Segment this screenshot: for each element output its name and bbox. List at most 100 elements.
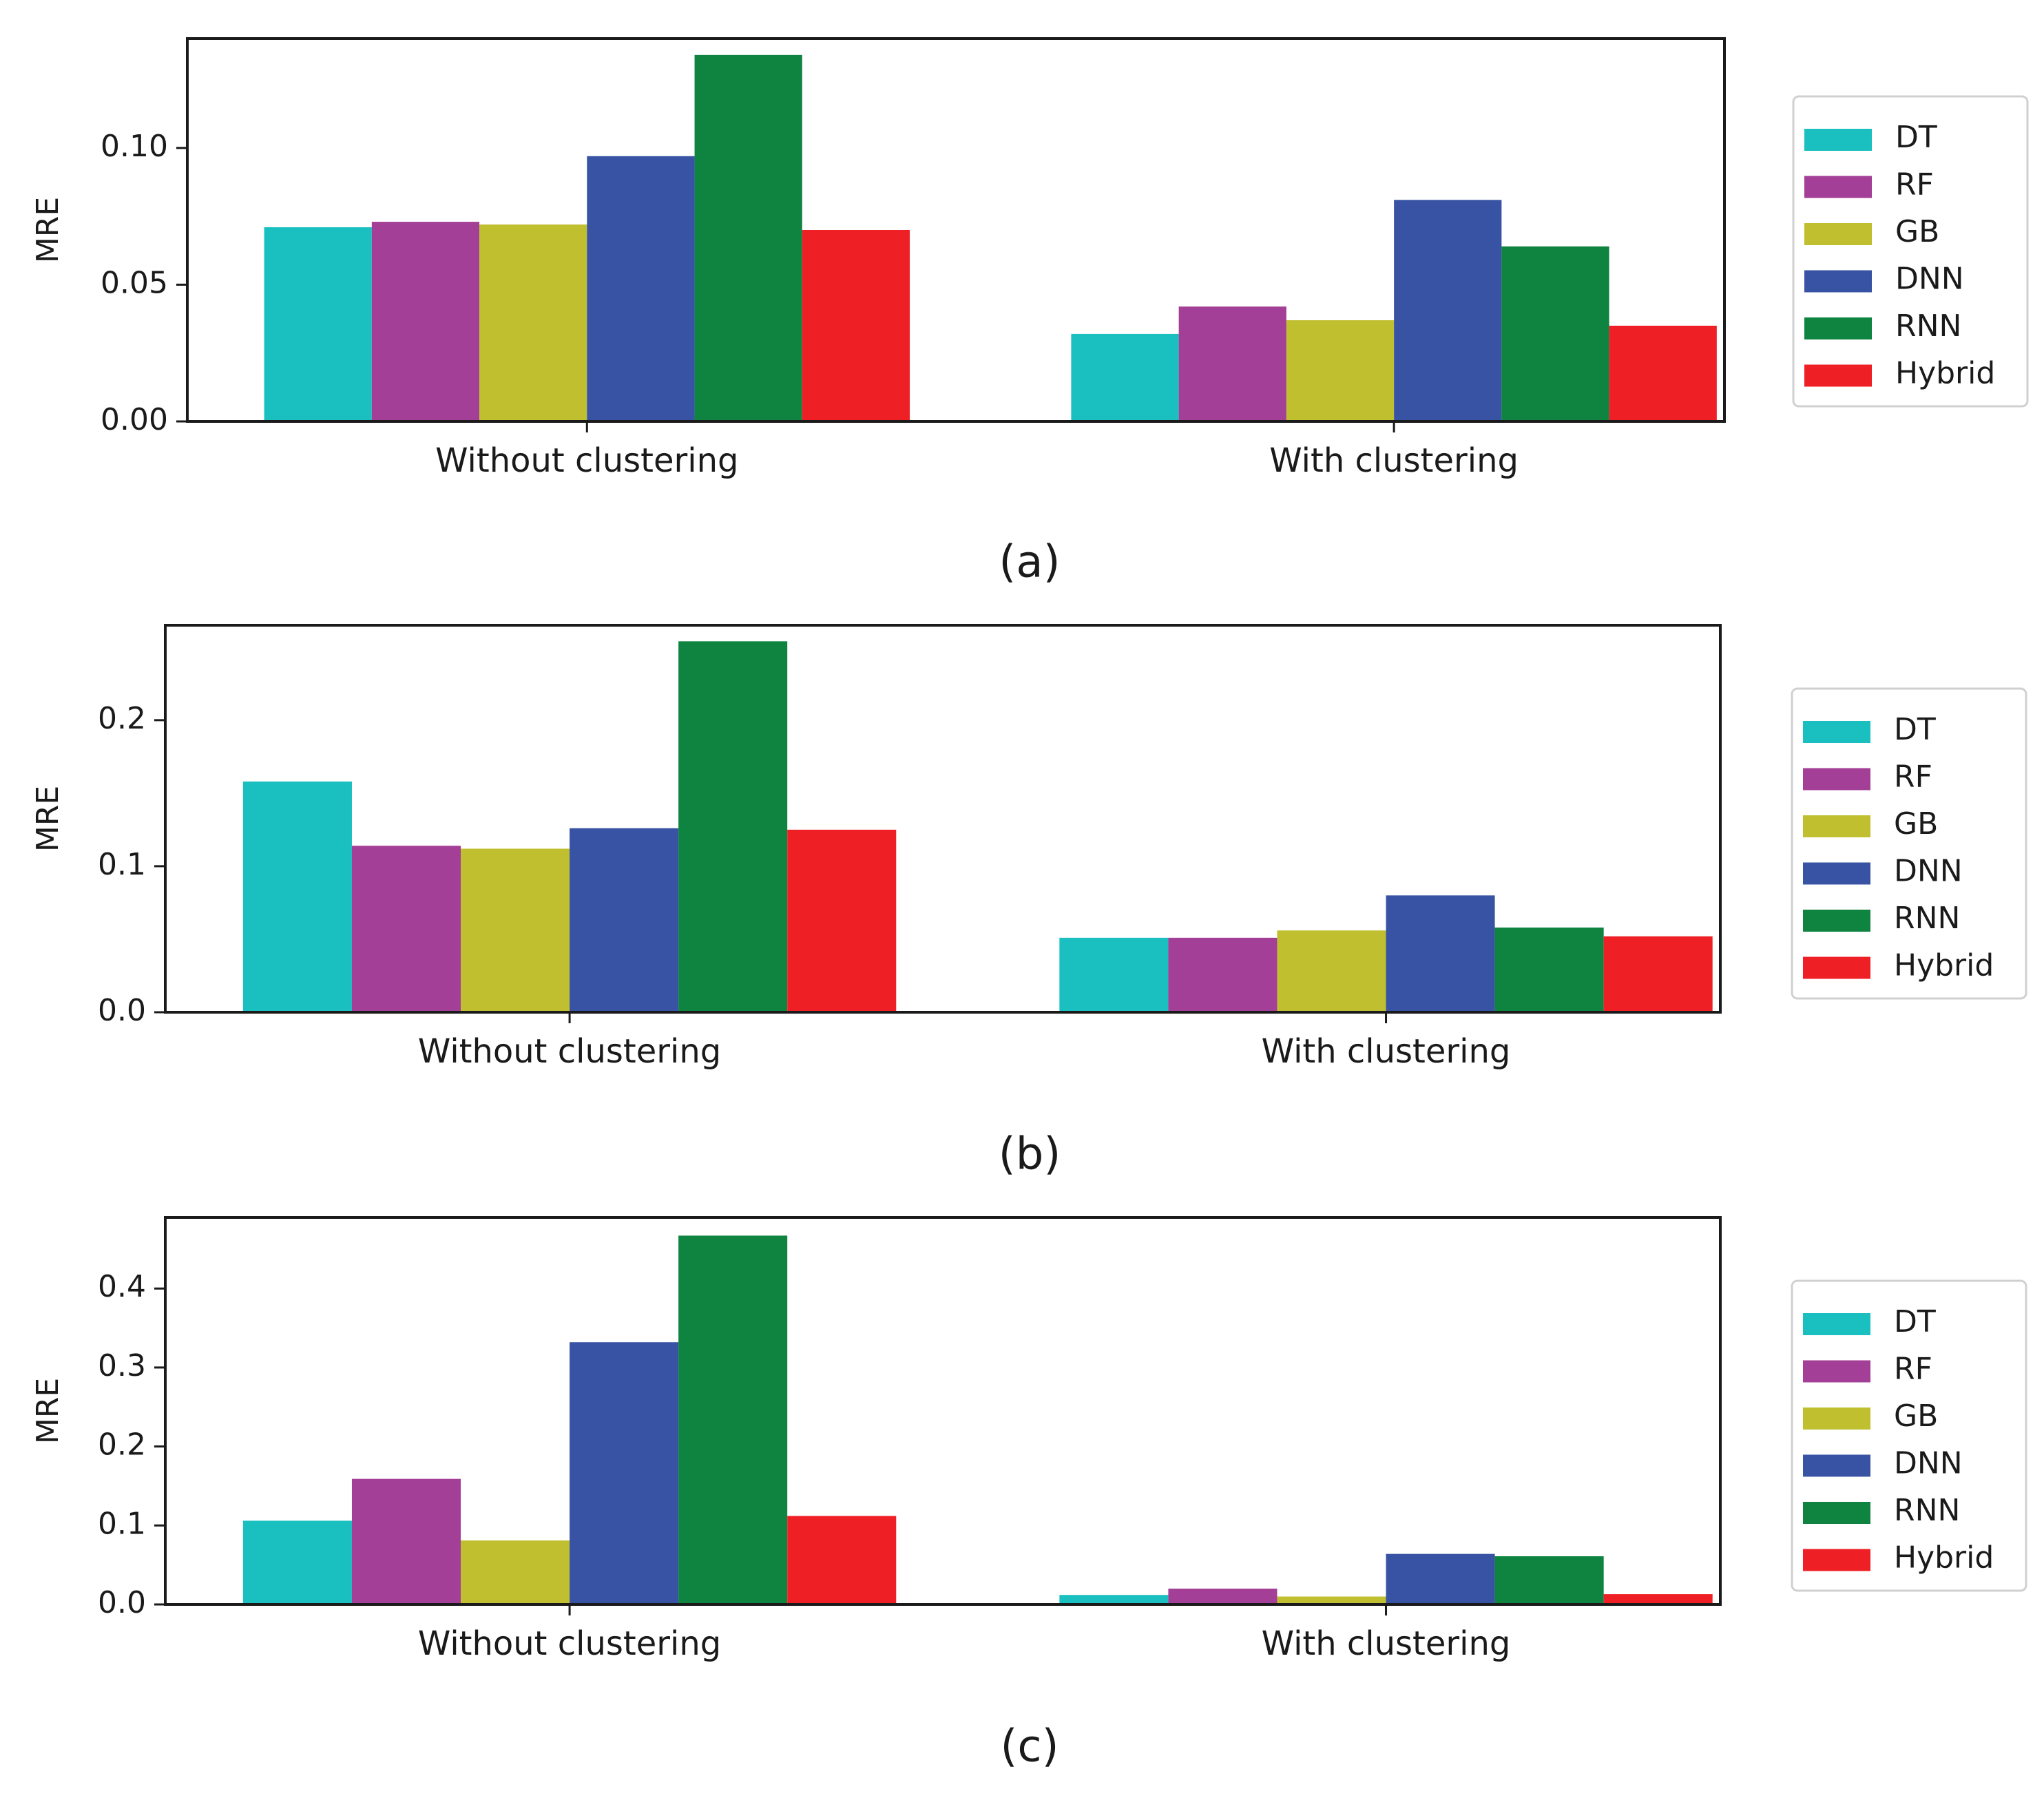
bar-gb-with-clustering	[1277, 1596, 1386, 1604]
bar-gb-with-clustering	[1277, 930, 1386, 1012]
bar-hybrid-with-clustering	[1603, 1594, 1713, 1604]
chart-panel-1: Without clustering With clustering 0.00 0.0…	[30, 37, 2029, 588]
bar-rnn-with-clustering	[1501, 246, 1609, 421]
legend: DT RF GB DNN RNN Hybrid	[1792, 95, 2029, 408]
legend-swatch-hybrid	[1804, 364, 1872, 387]
y-axis-label: MRE	[30, 1378, 65, 1444]
legend-label-rf: RF	[1895, 167, 1934, 202]
bar-dt-without-clustering	[264, 227, 372, 421]
legend-label-rf: RF	[1894, 1352, 1932, 1387]
legend-label-dt: DT	[1895, 120, 1937, 155]
legend-swatch-rf	[1803, 1360, 1870, 1383]
plot-frame	[164, 624, 1722, 1014]
bar-gb-with-clustering	[1286, 320, 1395, 421]
bar-gb-without-clustering	[461, 848, 570, 1012]
x-category-label: With clustering	[1269, 441, 1519, 480]
bar-gb-without-clustering	[461, 1540, 570, 1604]
bar-gb-without-clustering	[479, 224, 587, 421]
legend-label-rf: RF	[1894, 760, 1932, 795]
bar-rf-without-clustering	[351, 846, 461, 1012]
legend-swatch-dt	[1803, 721, 1870, 743]
bar-rnn-without-clustering	[678, 641, 788, 1012]
y-tick-label: 0.1	[98, 1506, 146, 1541]
plot-frame	[164, 1216, 1722, 1606]
y-axis-label: MRE	[30, 197, 65, 263]
legend-label-hybrid: Hybrid	[1895, 356, 1995, 391]
bar-hybrid-with-clustering	[1603, 936, 1713, 1012]
legend-swatch-dnn	[1804, 270, 1872, 293]
legend-label-gb: GB	[1894, 806, 1938, 841]
legend-swatch-rf	[1804, 176, 1872, 198]
y-tick-label: 0.00	[101, 402, 168, 437]
bar-rf-with-clustering	[1168, 937, 1278, 1012]
bar-rf-without-clustering	[371, 222, 480, 421]
panel-caption: (c)	[1000, 1721, 1058, 1772]
bar-rf-with-clustering	[1178, 306, 1286, 421]
legend-label-dt: DT	[1894, 712, 1936, 747]
bar-dnn-with-clustering	[1386, 895, 1495, 1012]
y-axis-label: MRE	[30, 786, 65, 852]
legend-label-dnn: DNN	[1895, 262, 1964, 297]
y-tick-label: 0.2	[98, 701, 146, 736]
bar-rnn-with-clustering	[1494, 928, 1604, 1012]
legend-swatch-dt	[1803, 1313, 1870, 1335]
legend-swatch-rnn	[1804, 317, 1872, 339]
chart-panel-3: Without clustering With clustering 0.0 0.1 0…	[30, 1216, 2027, 1772]
x-category-label: Without clustering	[435, 441, 738, 480]
legend-label-rnn: RNN	[1894, 901, 1960, 936]
bar-dnn-with-clustering	[1386, 1553, 1495, 1604]
legend-swatch-rnn	[1803, 910, 1870, 932]
bar-hybrid-without-clustering	[802, 230, 910, 421]
bar-dt-with-clustering	[1059, 1595, 1169, 1604]
legend-swatch-gb	[1803, 1407, 1870, 1430]
y-tick-label: 0.10	[101, 129, 168, 164]
bar-dnn-with-clustering	[1394, 200, 1502, 421]
legend-swatch-gb	[1804, 223, 1872, 245]
bar-rf-with-clustering	[1168, 1589, 1278, 1604]
y-tick-label: 0.0	[98, 993, 146, 1028]
legend-label-dt: DT	[1894, 1304, 1936, 1339]
legend-swatch-rnn	[1803, 1502, 1870, 1524]
legend-label-hybrid: Hybrid	[1894, 1540, 1994, 1576]
x-category-label: With clustering	[1262, 1032, 1511, 1071]
bar-dt-with-clustering	[1071, 333, 1179, 421]
legend-label-hybrid: Hybrid	[1894, 948, 1994, 983]
legend-label-rnn: RNN	[1895, 308, 1961, 344]
bar-dt-without-clustering	[242, 1520, 352, 1604]
bar-hybrid-without-clustering	[787, 829, 897, 1012]
legend: DT RF GB DNN RNN Hybrid	[1791, 1279, 2027, 1592]
bar-rf-without-clustering	[351, 1478, 461, 1604]
legend-swatch-rf	[1803, 768, 1870, 791]
legend-swatch-dnn	[1803, 1454, 1870, 1477]
legend-swatch-hybrid	[1803, 956, 1870, 979]
bar-rnn-with-clustering	[1494, 1556, 1604, 1604]
legend-swatch-dt	[1804, 129, 1872, 151]
x-category-label: Without clustering	[418, 1624, 721, 1663]
bar-rnn-without-clustering	[678, 1235, 788, 1604]
bar-dt-with-clustering	[1059, 937, 1169, 1012]
panel-caption: (b)	[999, 1129, 1061, 1180]
legend-swatch-hybrid	[1803, 1549, 1870, 1571]
y-tick-label: 0.2	[98, 1427, 146, 1463]
plot-frame	[186, 37, 1726, 423]
legend-label-gb: GB	[1895, 214, 1939, 249]
legend-label-dnn: DNN	[1894, 1446, 1963, 1481]
y-tick-label: 0.1	[98, 847, 146, 882]
bar-dnn-without-clustering	[570, 1342, 679, 1604]
y-tick-label: 0.3	[98, 1348, 146, 1383]
legend-label-gb: GB	[1894, 1399, 1938, 1434]
legend-swatch-gb	[1803, 815, 1870, 837]
x-category-label: Without clustering	[418, 1032, 721, 1071]
bar-hybrid-without-clustering	[787, 1516, 897, 1604]
y-tick-label: 0.05	[101, 265, 168, 300]
y-tick-label: 0.0	[98, 1585, 146, 1620]
legend-label-dnn: DNN	[1894, 854, 1963, 889]
legend-swatch-dnn	[1803, 862, 1870, 885]
bar-dnn-without-clustering	[570, 828, 679, 1012]
chart-panel-2: Without clustering With clustering 0.0 0.1 0…	[30, 624, 2027, 1180]
bar-dnn-without-clustering	[587, 156, 695, 421]
legend-label-rnn: RNN	[1894, 1493, 1960, 1528]
x-category-label: With clustering	[1262, 1624, 1511, 1663]
y-tick-label: 0.4	[98, 1269, 146, 1304]
